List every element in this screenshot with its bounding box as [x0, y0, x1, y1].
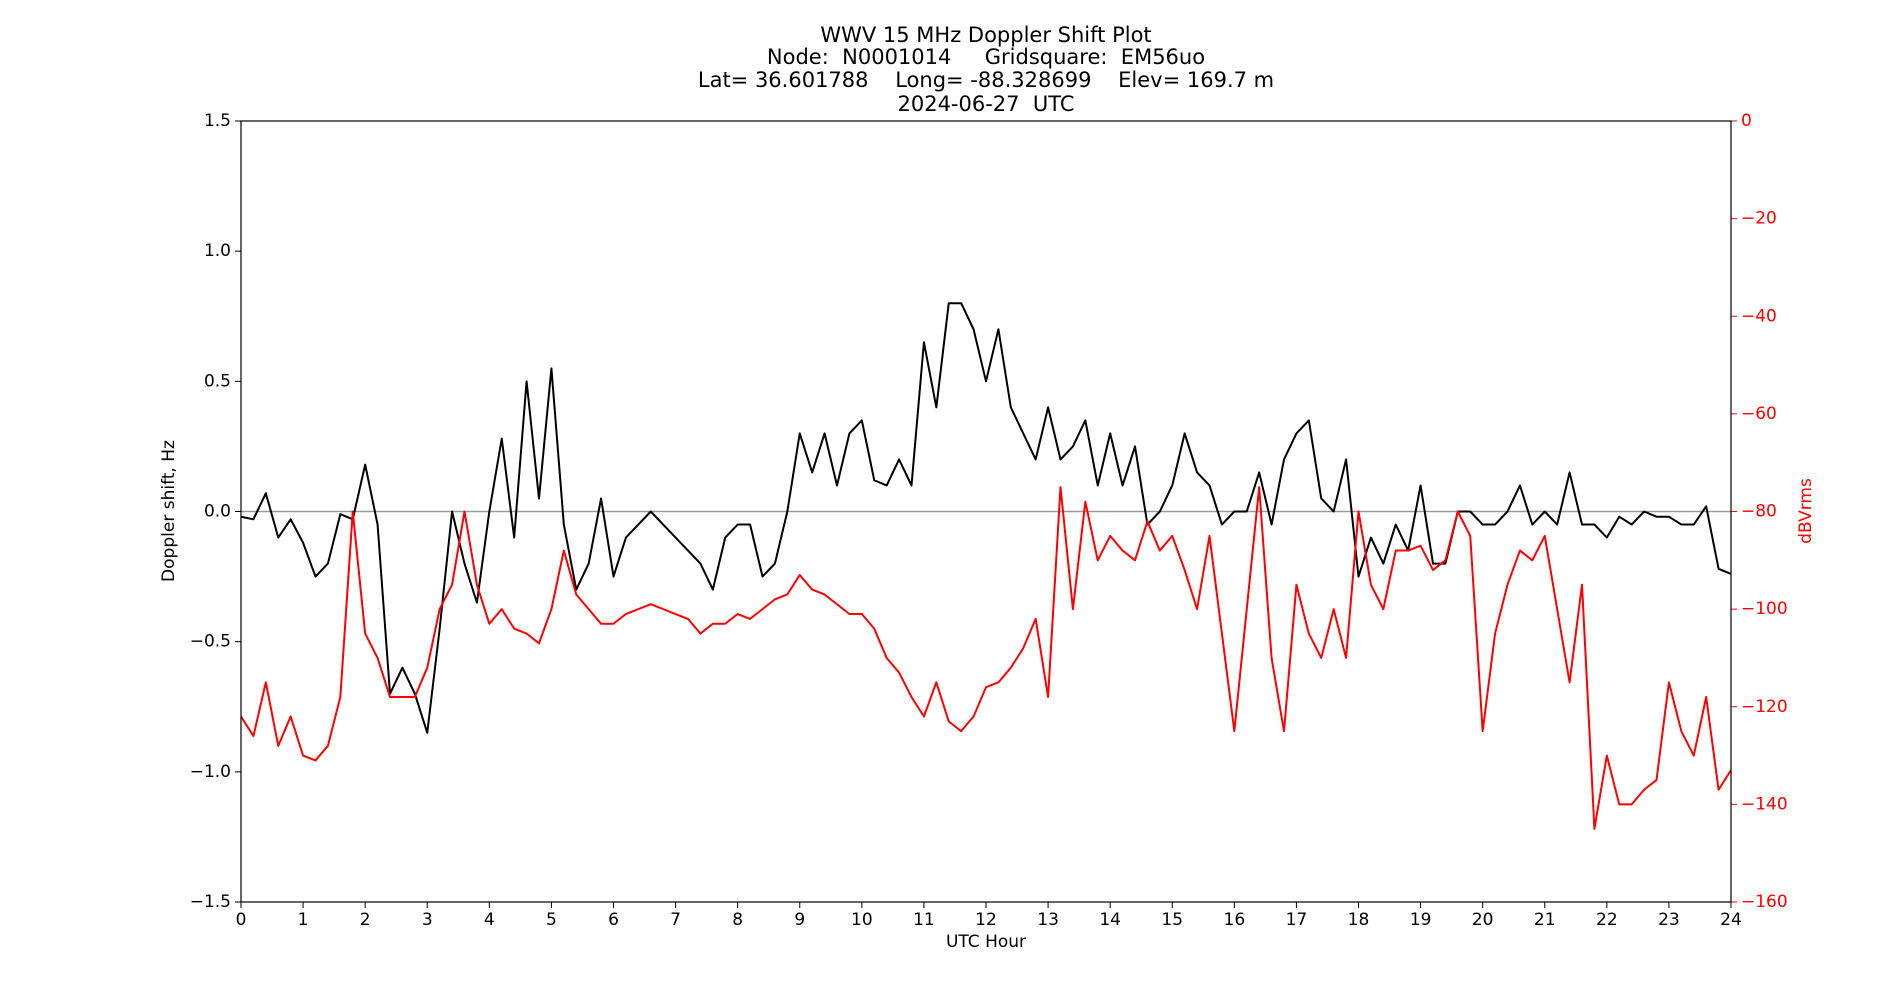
x-tick-label: 19 [1410, 910, 1432, 930]
y2-tick-label: −120 [1741, 697, 1788, 717]
chart-title: WWV 15 MHz Doppler Shift Plot [820, 23, 1151, 47]
x-tick-label: 1 [298, 910, 309, 930]
y2-tick-label: −60 [1741, 404, 1777, 424]
chart-subtitle: Lat= 36.601788 Long= -88.328699 Elev= 16… [698, 68, 1274, 92]
y2-tick-label: −140 [1741, 794, 1788, 814]
x-tick-label: 9 [794, 910, 805, 930]
x-tick-label: 6 [608, 910, 619, 930]
y2-axis-label: dBVrms [1796, 478, 1816, 544]
x-tick-label: 14 [1099, 910, 1121, 930]
y-tick-label: 1.0 [204, 241, 231, 261]
y-tick-label: −1.0 [190, 762, 231, 782]
y2-tick-label: 0 [1741, 111, 1752, 131]
x-axis-label: UTC Hour [946, 932, 1026, 952]
x-tick-label: 21 [1534, 910, 1556, 930]
x-tick-label: 22 [1596, 910, 1618, 930]
chart-subtitle: 2024-06-27 UTC [897, 92, 1074, 116]
y-axis-label: Doppler shift, Hz [159, 440, 179, 582]
x-tick-label: 18 [1348, 910, 1370, 930]
x-tick-label: 17 [1286, 910, 1308, 930]
y2-tick-label: −20 [1741, 209, 1777, 229]
x-tick-label: 5 [546, 910, 557, 930]
series-line [240, 302, 1732, 734]
y-tick-label: 1.5 [204, 111, 231, 131]
x-tick-label: 4 [484, 910, 495, 930]
x-tick-label: 8 [732, 910, 743, 930]
y2-tick-label: −80 [1741, 502, 1777, 522]
x-tick-label: 24 [1720, 910, 1742, 930]
y-tick-label: −0.5 [190, 632, 231, 652]
x-tick-label: 20 [1472, 910, 1494, 930]
y2-tick-label: −160 [1741, 892, 1788, 912]
y-tick-label: −1.5 [190, 892, 231, 912]
plot-frame [240, 120, 1732, 903]
x-tick-label: 12 [975, 910, 997, 930]
x-tick-label: 0 [236, 910, 247, 930]
x-tick-label: 2 [360, 910, 371, 930]
x-tick-label: 10 [851, 910, 873, 930]
chart-subtitle: Node: N0001014 Gridsquare: EM56uo [767, 45, 1205, 69]
x-tick-label: 7 [670, 910, 681, 930]
x-tick-label: 11 [913, 910, 935, 930]
y2-tick-label: −100 [1741, 599, 1788, 619]
y-tick-label: 0.0 [204, 502, 231, 522]
series-line [240, 486, 1732, 830]
y2-tick-label: −40 [1741, 306, 1777, 326]
y-tick-label: 0.5 [204, 371, 231, 391]
x-tick-label: 16 [1224, 910, 1246, 930]
x-tick-label: 3 [422, 910, 433, 930]
x-tick-label: 15 [1161, 910, 1183, 930]
x-tick-label: 23 [1658, 910, 1680, 930]
x-tick-label: 13 [1037, 910, 1059, 930]
